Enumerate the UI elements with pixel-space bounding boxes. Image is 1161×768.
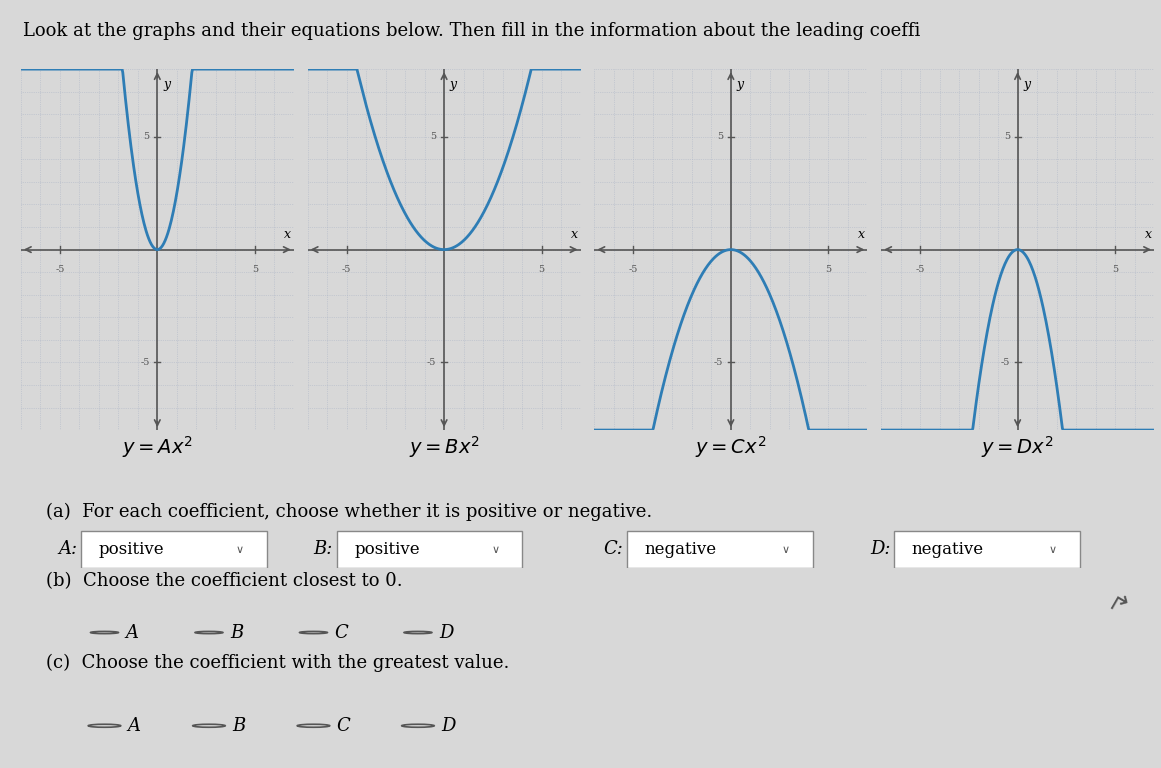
Text: D:: D:: [871, 540, 892, 558]
Text: C: C: [334, 624, 348, 641]
Text: A: A: [128, 717, 140, 735]
FancyBboxPatch shape: [337, 531, 522, 568]
Text: A:: A:: [58, 540, 77, 558]
Text: 5: 5: [144, 132, 150, 141]
Text: -5: -5: [342, 266, 352, 274]
Text: y: y: [164, 78, 171, 91]
Text: 5: 5: [252, 266, 258, 274]
Text: negative: negative: [644, 541, 716, 558]
Text: A: A: [125, 624, 138, 641]
Text: y: y: [737, 78, 744, 91]
FancyBboxPatch shape: [81, 531, 267, 568]
Text: 5: 5: [431, 132, 437, 141]
FancyBboxPatch shape: [627, 531, 813, 568]
Text: -5: -5: [1001, 358, 1010, 367]
Text: x: x: [571, 227, 578, 240]
Text: (b)  Choose the coefficient closest to 0.: (b) Choose the coefficient closest to 0.: [46, 571, 403, 590]
Text: Look at the graphs and their equations below. Then fill in the information about: Look at the graphs and their equations b…: [23, 22, 921, 40]
Text: 5: 5: [539, 266, 545, 274]
Text: D: D: [441, 717, 455, 735]
Text: -5: -5: [714, 358, 723, 367]
Text: ↱: ↱: [1102, 591, 1133, 622]
Text: -5: -5: [56, 266, 65, 274]
Text: negative: negative: [911, 541, 983, 558]
Text: -5: -5: [916, 266, 925, 274]
FancyBboxPatch shape: [894, 531, 1080, 568]
Text: x: x: [858, 227, 865, 240]
Text: 5: 5: [1112, 266, 1118, 274]
Text: -5: -5: [427, 358, 437, 367]
Text: y: y: [450, 78, 457, 91]
Text: B: B: [230, 624, 243, 641]
Text: $y = Bx^2$: $y = Bx^2$: [409, 435, 479, 460]
Text: ∨: ∨: [781, 545, 789, 554]
Text: (a)  For each coefficient, choose whether it is positive or negative.: (a) For each coefficient, choose whether…: [46, 503, 652, 521]
Text: (c)  Choose the coefficient with the greatest value.: (c) Choose the coefficient with the grea…: [46, 654, 510, 672]
Text: B:: B:: [313, 540, 333, 558]
Text: 5: 5: [1004, 132, 1010, 141]
Text: $y = Cx^2$: $y = Cx^2$: [695, 435, 766, 460]
Text: ∨: ∨: [491, 545, 499, 554]
Text: B: B: [232, 717, 245, 735]
Text: positive: positive: [99, 541, 165, 558]
Text: C:: C:: [604, 540, 623, 558]
Text: D: D: [439, 624, 453, 641]
Text: $y = Ax^2$: $y = Ax^2$: [122, 435, 193, 460]
Text: 5: 5: [717, 132, 723, 141]
Text: x: x: [1145, 227, 1152, 240]
Text: x: x: [284, 227, 291, 240]
Text: ∨: ∨: [1048, 545, 1057, 554]
Text: $y = Dx^2$: $y = Dx^2$: [981, 435, 1054, 460]
Text: y: y: [1024, 78, 1031, 91]
Text: positive: positive: [354, 541, 420, 558]
Text: 5: 5: [825, 266, 831, 274]
Text: -5: -5: [629, 266, 639, 274]
Text: -5: -5: [140, 358, 150, 367]
Text: C: C: [337, 717, 351, 735]
Text: ∨: ∨: [236, 545, 244, 554]
